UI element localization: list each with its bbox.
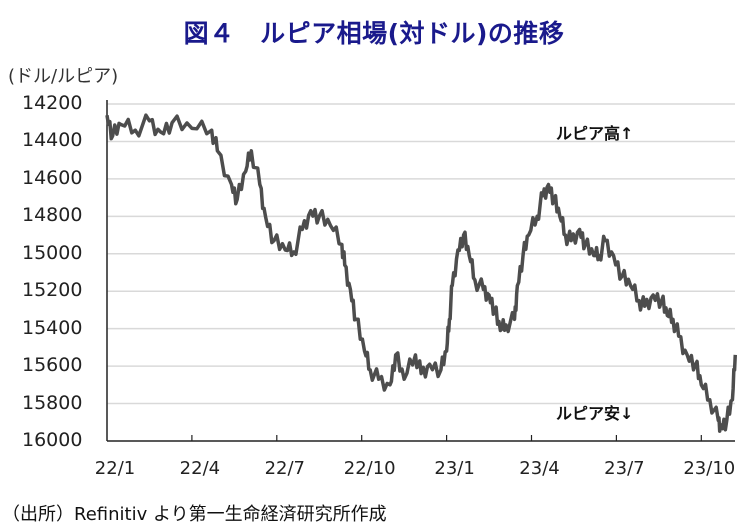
chart-title: 図４ ルピア相場(対ドル)の推移 (183, 19, 565, 48)
rupiah-rate-line (105, 113, 738, 433)
x-tick-label: 22/4 (179, 458, 221, 479)
annotation-rupiah-weak: ルピア安↓ (556, 404, 634, 423)
y-tick-label: 16000 (22, 429, 83, 451)
y-tick-label: 15800 (22, 391, 83, 414)
y-axis-unit-label: (ドル/ルピア) (8, 66, 119, 87)
y-tick-label: 14200 (22, 92, 83, 114)
annotation-rupiah-strong: ルピア高↑ (556, 124, 634, 143)
y-tick-label: 14800 (22, 204, 83, 227)
y-tick-label: 15000 (22, 241, 83, 264)
x-tick-label: 22/7 (264, 458, 306, 479)
y-tick-label: 15200 (22, 279, 83, 302)
x-tick-label: 22/10 (343, 458, 396, 479)
x-tick-label: 23/1 (434, 458, 475, 479)
x-tick-label: 23/7 (604, 458, 645, 479)
x-tick-label: 22/1 (94, 458, 136, 479)
x-tick-label: 23/10 (683, 458, 736, 479)
source-note: （出所）Refinitiv より第一生命経済研究所作成 (2, 504, 387, 525)
y-tick-label: 14400 (22, 129, 83, 152)
y-tick-label: 15600 (22, 354, 83, 377)
x-tick-label: 23/4 (519, 458, 560, 479)
y-tick-label: 15400 (22, 316, 83, 339)
y-tick-label: 14600 (22, 166, 83, 189)
